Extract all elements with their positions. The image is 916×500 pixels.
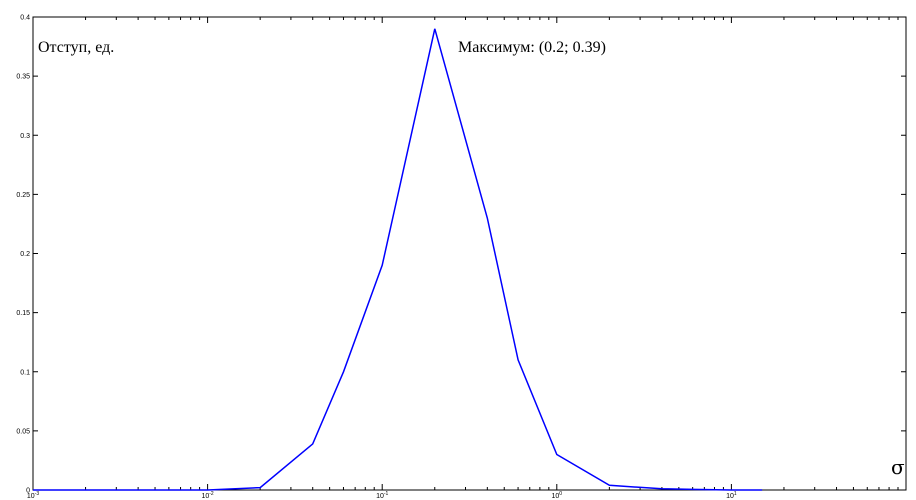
y-tick-label: 0.05 xyxy=(16,428,30,435)
y-tick-label: 0 xyxy=(26,488,30,495)
x-tick-label: 100 xyxy=(552,491,563,500)
x-tick-label: 10-1 xyxy=(376,491,388,500)
y-tick-label: 0.4 xyxy=(20,15,30,22)
ticks-group xyxy=(32,16,906,491)
x-axis-label: σ xyxy=(891,455,905,479)
y-tick-label: 0.35 xyxy=(16,74,30,81)
y-tick-label: 0.1 xyxy=(20,369,30,376)
y-tick-label: 0.2 xyxy=(20,251,30,258)
series-line xyxy=(33,28,763,491)
tick-labels-group: 0 0.05 0.1 0.15 0.2 0.25 0.3 0.35 0.4 10-3 10-2 10-… xyxy=(16,15,737,500)
x-tick-label: 101 xyxy=(726,491,737,500)
y-tick-label: 0.3 xyxy=(20,133,30,140)
x-tick-label: 10-2 xyxy=(201,491,213,500)
y-axis-label: Отступ, ед. xyxy=(38,39,114,56)
max-annotation: Максимум: (0.2; 0.39) xyxy=(458,39,606,56)
y-tick-label: 0.25 xyxy=(16,192,30,199)
x-tick-label: 10-3 xyxy=(27,491,39,500)
y-tick-label: 0.15 xyxy=(16,310,30,317)
plot-frame xyxy=(32,16,907,491)
